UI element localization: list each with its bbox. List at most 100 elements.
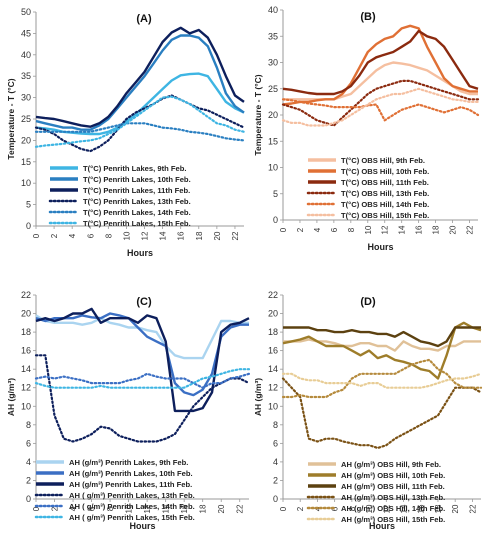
y-tick-label: 10 — [268, 163, 278, 173]
y-tick-label: 6 — [26, 438, 31, 448]
series-line-4 — [34, 354, 251, 443]
y-tick-label: 10 — [21, 401, 31, 411]
x-tick-label: 10 — [364, 225, 373, 234]
x-axis-label: Hours — [127, 248, 153, 258]
series-line-6 — [281, 372, 483, 389]
y-tick-label: 50 — [21, 7, 31, 17]
series-line-1 — [35, 314, 249, 360]
x-tick-label: 0 — [279, 227, 288, 232]
y-axis-label: Temperature - T (°C) — [6, 78, 16, 159]
x-tick-label: 10 — [365, 504, 374, 513]
y-tick-label: 22 — [21, 290, 31, 300]
y-tick-label: 25 — [268, 84, 278, 94]
y-tick-label: 2 — [26, 475, 31, 485]
legend-label: T(°C) Penrith Lakes, 11th Feb. — [83, 186, 190, 195]
x-tick-label: 16 — [180, 504, 189, 513]
y-tick-label: 20 — [268, 309, 278, 319]
x-tick-label: 20 — [451, 504, 460, 513]
x-tick-label: 4 — [68, 233, 77, 238]
x-tick-label: 16 — [415, 225, 424, 234]
legend-label: T(°C) OBS Hill, 15th Feb. — [341, 211, 429, 220]
series-line-6 — [281, 87, 480, 127]
x-tick-label: 12 — [143, 504, 152, 513]
x-tick-label: 6 — [330, 227, 339, 232]
series-line-2 — [282, 321, 482, 380]
chart-title: (B) — [360, 11, 376, 23]
x-tick-label: 6 — [88, 506, 97, 511]
x-tick-label: 8 — [104, 233, 113, 238]
y-tick-label: 0 — [26, 221, 31, 231]
x-tick-label: 2 — [296, 506, 305, 511]
x-tick-label: 6 — [86, 233, 95, 238]
y-tick-label: 30 — [21, 93, 31, 103]
x-tick-label: 10 — [122, 231, 131, 240]
x-tick-label: 22 — [466, 225, 475, 234]
y-tick-label: 0 — [273, 494, 278, 504]
x-tick-label: 2 — [50, 233, 59, 238]
x-tick-label: 18 — [434, 504, 443, 513]
y-tick-label: 20 — [268, 110, 278, 120]
x-tick-label: 12 — [381, 225, 390, 234]
y-tick-label: 2 — [273, 475, 278, 485]
x-tick-label: 8 — [348, 506, 357, 511]
y-tick-label: 5 — [273, 189, 278, 199]
y-tick-label: 4 — [26, 457, 31, 467]
x-tick-label: 14 — [162, 504, 171, 513]
legend: AH (g/m³) OBS Hill, 9th Feb. AH (g/m³) OB… — [306, 460, 445, 524]
x-tick-label: 0 — [279, 506, 288, 511]
legend-label: T(°C) OBS Hill, 9th Feb. — [341, 156, 425, 165]
series-line-6 — [34, 95, 246, 148]
y-tick-label: 8 — [273, 420, 278, 430]
x-tick-label: 18 — [195, 231, 204, 240]
series-line-3 — [35, 307, 250, 413]
legend-label: T(°C) OBS Hill, 10th Feb. — [341, 167, 429, 176]
x-tick-label: 0 — [32, 233, 41, 238]
y-tick-label: 14 — [21, 364, 31, 374]
chart-panel-3: 0 2 4 6 8 10 12 14 16 18 20 22 0 2 4 6 8 10 12 14 16 18 20 22 (C… — [6, 290, 251, 531]
legend-label: T(°C) OBS Hill, 11th Feb. — [341, 178, 429, 187]
y-tick-label: 18 — [21, 327, 31, 337]
y-tick-label: 35 — [268, 31, 278, 41]
series-line-2 — [35, 34, 245, 131]
series-line-2 — [282, 24, 478, 106]
y-tick-label: 0 — [273, 215, 278, 225]
legend-label: AH (g/m³) OBS Hill, 11th Feb. — [341, 482, 445, 491]
series-line-3 — [283, 326, 481, 348]
y-tick-label: 16 — [268, 346, 278, 356]
y-axis-label: AH (g/m³) — [253, 378, 263, 416]
x-tick-label: 4 — [69, 506, 78, 511]
series-line-6 — [34, 368, 251, 389]
y-axis-label: Temperature - T (°C) — [253, 74, 263, 155]
chart-title: (C) — [136, 296, 152, 308]
chart-title: (D) — [360, 296, 376, 308]
y-tick-label: 18 — [268, 327, 278, 337]
x-tick-label: 20 — [217, 504, 226, 513]
x-tick-label: 14 — [398, 225, 407, 234]
legend-label: T(°C) OBS Hill, 14th Feb. — [341, 200, 429, 209]
y-tick-label: 20 — [21, 135, 31, 145]
legend-label: AH (g/m³) OBS Hill, 9th Feb. — [341, 460, 441, 469]
y-axis-label: AH (g/m³) — [6, 378, 16, 416]
y-tick-label: 40 — [21, 50, 31, 60]
y-tick-label: 5 — [26, 200, 31, 210]
legend-label: AH (g/m³) OBS Hill, 14th Feb. — [341, 504, 445, 513]
y-tick-label: 12 — [268, 383, 278, 393]
x-tick-label: 8 — [106, 506, 115, 511]
y-tick-label: 16 — [21, 346, 31, 356]
chart-panel-1: 0 5 10 15 20 25 30 35 40 45 50 0 2 4 6 8 10 12 14 16 18 20 22 (… — [6, 7, 246, 258]
x-tick-label: 22 — [468, 504, 477, 513]
x-tick-label: 22 — [236, 504, 245, 513]
x-tick-label: 14 — [400, 504, 409, 513]
x-tick-label: 16 — [177, 231, 186, 240]
series-line-2 — [35, 312, 249, 397]
legend-label: AH (g/m³) Penrith Lakes, 9th Feb. — [69, 458, 188, 467]
series-line-5 — [34, 122, 246, 142]
x-axis-label: Hours — [129, 521, 155, 531]
legend-label: T(°C) OBS Hill, 13th Feb. — [341, 189, 429, 198]
chart-panel-2: 0 5 10 15 20 25 30 35 40 0 2 4 6 8 10 12 14 16 18 20 22 (B) Ho… — [253, 5, 480, 252]
y-tick-label: 45 — [21, 28, 31, 38]
x-tick-label: 18 — [199, 504, 208, 513]
x-axis-label: Hours — [367, 242, 393, 252]
y-tick-label: 22 — [268, 290, 278, 300]
